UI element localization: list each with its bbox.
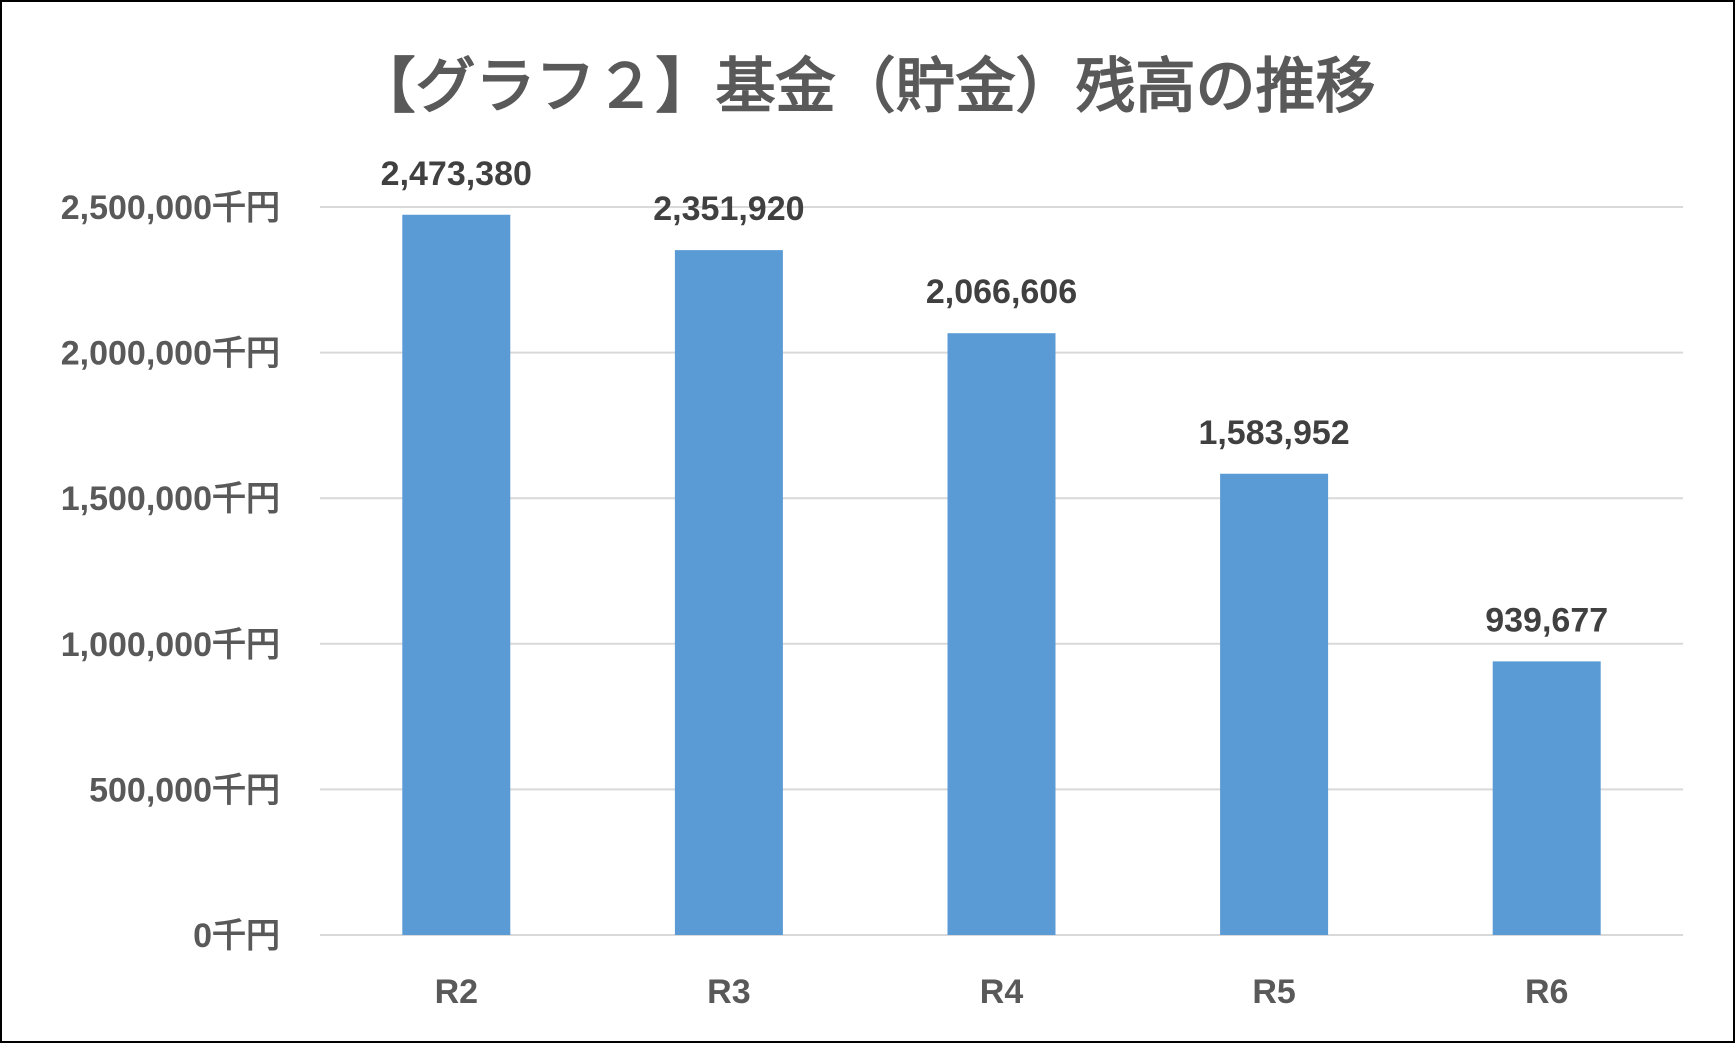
y-tick-label: 2,000,000千円 [61, 335, 280, 373]
data-label: 2,351,920 [653, 190, 804, 228]
x-tick-label: R6 [1525, 973, 1568, 1011]
bar [674, 250, 783, 935]
data-label: 2,066,606 [926, 273, 1077, 311]
bar [947, 333, 1056, 935]
y-tick-label: 2,500,000千円 [61, 189, 280, 227]
data-label: 1,583,952 [1198, 414, 1349, 452]
bar [402, 214, 511, 936]
x-tick-label: R5 [1252, 973, 1295, 1011]
y-tick-label: 500,000千円 [89, 771, 280, 809]
data-label: 939,677 [1485, 601, 1608, 639]
x-tick-label: R3 [707, 973, 750, 1011]
chart-title: 【グラフ２】基金（貯金）残高の推移 [355, 52, 1376, 122]
x-tick-label: R4 [980, 973, 1024, 1011]
data-label: 2,473,380 [381, 155, 532, 193]
bar [1220, 473, 1329, 935]
x-tick-label: R2 [435, 973, 478, 1011]
y-tick-label: 0千円 [193, 917, 280, 955]
bar [1492, 661, 1601, 935]
y-tick-label: 1,000,000千円 [61, 626, 280, 664]
y-tick-label: 1,500,000千円 [61, 480, 280, 518]
